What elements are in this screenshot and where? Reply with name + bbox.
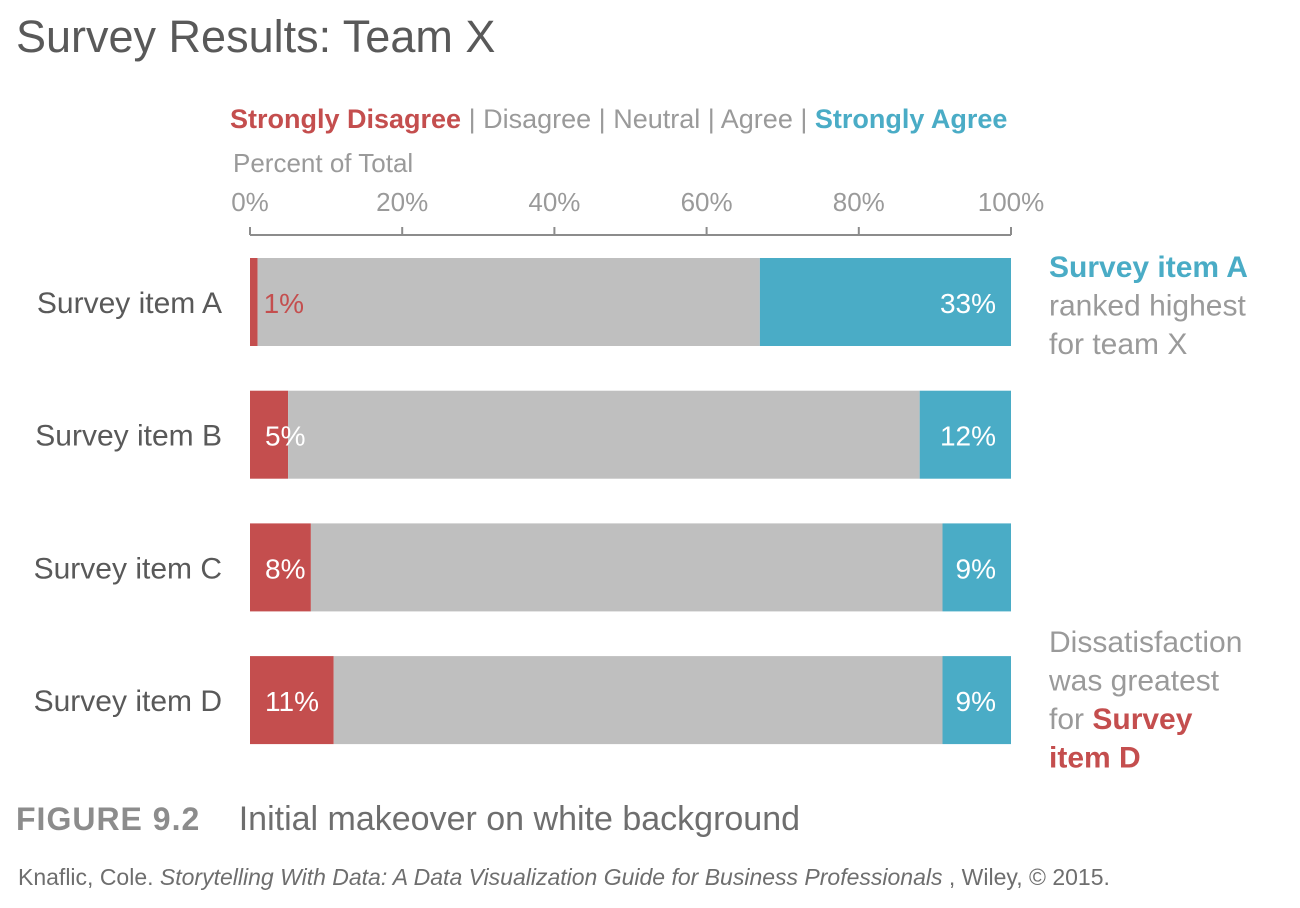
x-tick-label: 20% [376,187,428,217]
x-tick-label: 100% [978,187,1045,217]
figure-caption-text: Initial makeover on white background [239,800,800,838]
data-label-strongly-agree: 9% [956,686,996,717]
x-tick-label: 0% [231,187,269,217]
annotation-text: for [1049,703,1092,736]
bars: Survey item A 1% 33%Survey item B 5% 12%Surv… [34,258,1011,745]
annotation-line: for team X [1049,328,1187,361]
bar-row: Survey item B 5% 12% [35,390,1011,479]
data-label-strongly-disagree: 5% [265,421,305,452]
legend-separator: | [591,104,613,134]
bar-segment-middle [310,523,943,612]
source-publisher: , Wiley, © 2015. [949,864,1110,890]
bar-row: Survey item D 11% 9% [34,656,1011,745]
data-label-strongly-disagree: 11% [265,686,319,717]
bar-segment-strongly-disagree [250,523,311,612]
source-book-title: Storytelling With Data: A Data Visualiza… [160,864,943,890]
annotation-line: ranked highest [1049,290,1246,323]
annotation-line: Dissatisfaction [1049,626,1242,659]
data-label-strongly-disagree: 1% [264,288,304,319]
category-label: Survey item B [35,420,222,453]
legend-item-disagree: Disagree [483,104,591,134]
annotation-text: Survey [1092,703,1192,736]
x-tick-label: 40% [528,187,580,217]
data-label-strongly-disagree: 8% [265,553,305,584]
figure-caption: FIGURE 9.2 Initial makeover on white bac… [16,800,800,838]
x-axis: 0% 20% 40% 60% 80% 100% [231,187,1045,236]
annotation-line: was greatest [1048,665,1220,698]
bar-row: Survey item C 8% 9% [34,523,1011,612]
bar-segment-strongly-agree [919,390,1011,479]
category-label: Survey item D [34,685,222,718]
x-tick-label: 80% [833,187,885,217]
chart-legend: Strongly Disagree | Disagree | Neutral |… [230,104,1007,134]
legend-separator: | [793,104,815,134]
figure-number: FIGURE 9.2 [16,801,200,837]
bar-segment-strongly-disagree [250,390,289,479]
bar-segment-middle [257,258,760,346]
bar-row: Survey item A 1% 33% [37,258,1011,346]
data-label-strongly-agree: 12% [940,421,996,452]
annotation-text: Survey item A [1049,251,1248,284]
annotation-text: for team X [1049,328,1187,361]
data-label-strongly-agree: 9% [956,553,996,584]
legend-item-agree: Agree [721,104,793,134]
source-author: Knaflic, Cole. [18,864,160,890]
bar-segment-strongly-disagree [250,656,334,745]
legend-item-strongly-disagree: Strongly Disagree [230,104,461,134]
annotation-line: item D [1049,742,1141,775]
bar-segment-strongly-agree [759,258,1011,346]
x-tick-label: 60% [681,187,733,217]
bar-segment-strongly-agree [942,656,1011,745]
x-axis-label: Percent of Total [233,148,413,178]
annotation-text: was greatest [1048,665,1220,698]
bar-segment-middle [288,390,920,479]
source-citation: Knaflic, Cole. Storytelling With Data: A… [18,864,1110,890]
legend-item-neutral: Neutral [613,104,700,134]
legend-separator: | [700,104,721,134]
data-label-strongly-agree: 33% [940,288,996,319]
annotation-line: for Survey [1049,703,1193,736]
bar-segment-middle [333,656,943,745]
annotation-text: item D [1049,742,1141,775]
annotation-survey-item-a: Survey item A ranked highest for team X [1049,251,1248,361]
legend-item-strongly-agree: Strongly Agree [815,104,1008,134]
annotation-survey-item-d: Dissatisfaction was greatest for Survey ite… [1048,626,1242,775]
annotation-text: Dissatisfaction [1049,626,1242,659]
category-label: Survey item C [34,552,222,585]
bar-segment-strongly-disagree [250,258,258,346]
chart-title: Survey Results: Team X [16,11,495,62]
annotation-line: Survey item A [1049,251,1248,284]
annotations: Survey item A ranked highest for team X Dis… [1048,251,1248,775]
bar-segment-strongly-agree [942,523,1011,612]
annotation-text: ranked highest [1049,290,1246,323]
legend-separator: | [461,104,483,134]
category-label: Survey item A [37,287,222,320]
